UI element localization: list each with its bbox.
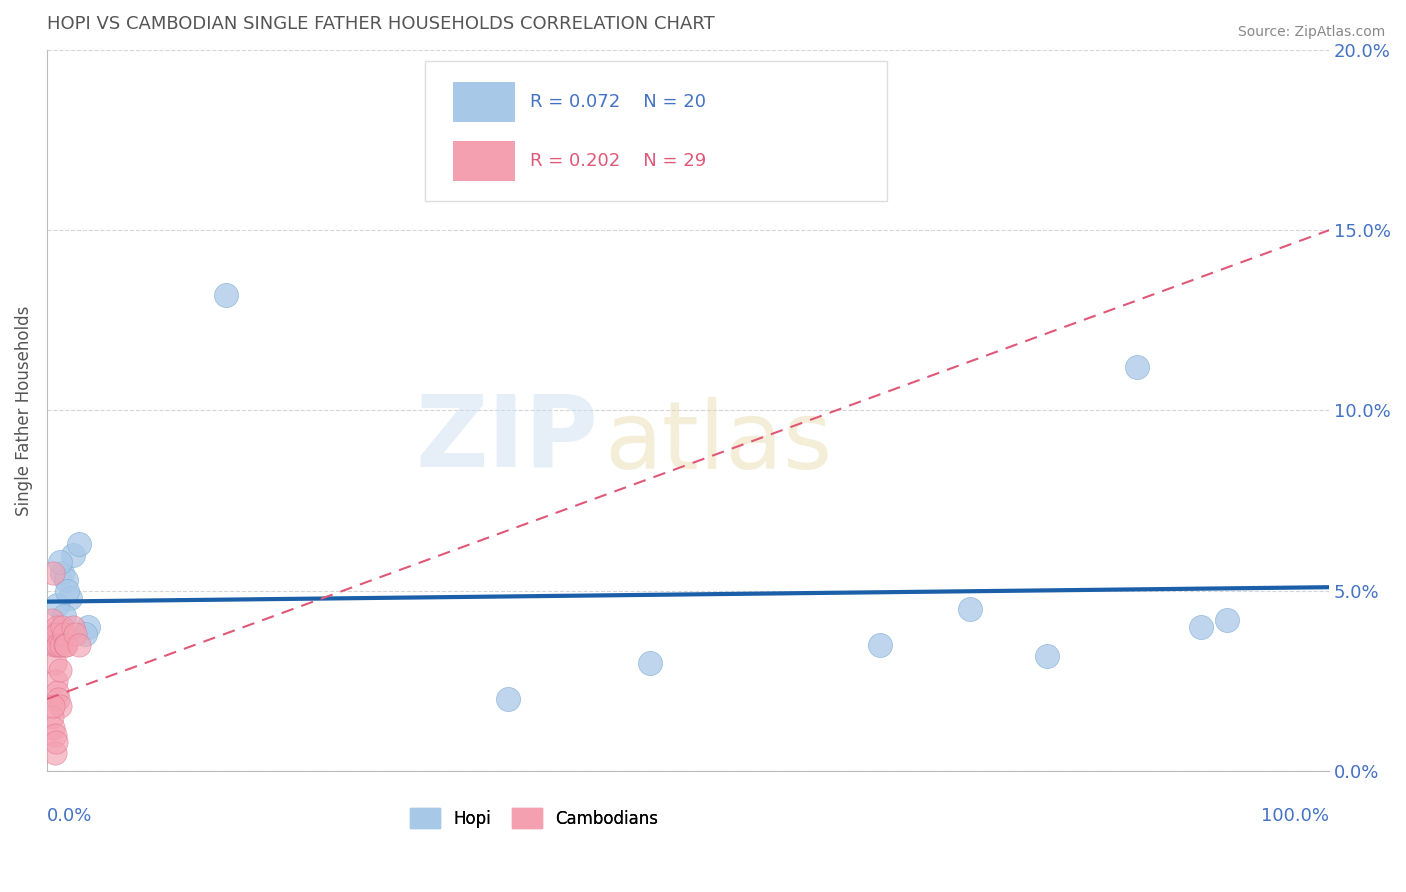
Point [41, 710, 63, 724]
Text: 100.0%: 100.0% [1261, 807, 1329, 825]
Point [67, 638, 90, 652]
Point [46, 685, 69, 699]
Point [46, 620, 69, 634]
Point [42, 721, 65, 735]
Point [498, 692, 520, 706]
Point [52, 627, 75, 641]
Point [62, 620, 84, 634]
Text: ZIP: ZIP [415, 391, 599, 488]
Point [63, 627, 86, 641]
Point [959, 602, 981, 616]
Point [45, 638, 67, 652]
Y-axis label: Single Father Households: Single Father Households [15, 305, 32, 516]
Point [638, 656, 661, 670]
Point [51, 620, 73, 634]
Point [41, 613, 63, 627]
Point [55, 638, 77, 652]
Point [1189, 620, 1212, 634]
Point [39, 627, 62, 641]
Point [45, 735, 67, 749]
Point [48, 699, 70, 714]
Point [44, 627, 66, 641]
Text: HOPI VS CAMBODIAN SINGLE FATHER HOUSEHOLDS CORRELATION CHART: HOPI VS CAMBODIAN SINGLE FATHER HOUSEHOL… [46, 15, 714, 33]
Point [48, 663, 70, 677]
Text: atlas: atlas [605, 397, 832, 489]
Point [77, 620, 100, 634]
Point [42, 566, 65, 580]
Point [42, 638, 65, 652]
Point [869, 638, 891, 652]
Point [42, 699, 65, 714]
Point [49, 638, 72, 652]
Point [48, 555, 70, 569]
Text: 0.0%: 0.0% [46, 807, 93, 825]
Point [51, 566, 73, 580]
Point [44, 656, 66, 670]
Legend: Hopi, Cambodians: Hopi, Cambodians [411, 808, 658, 828]
Point [75, 627, 97, 641]
Point [48, 692, 70, 706]
Text: Source: ZipAtlas.com: Source: ZipAtlas.com [1237, 25, 1385, 39]
Point [67, 537, 90, 551]
Point [59, 591, 82, 605]
Point [44, 746, 66, 760]
Text: R = 0.202    N = 29: R = 0.202 N = 29 [530, 152, 707, 169]
Point [46, 599, 69, 613]
Point [46, 627, 69, 641]
Point [53, 638, 76, 652]
Point [56, 583, 79, 598]
Point [44, 728, 66, 742]
Text: R = 0.072    N = 20: R = 0.072 N = 20 [530, 93, 706, 111]
Point [45, 673, 67, 688]
FancyBboxPatch shape [425, 61, 887, 202]
FancyBboxPatch shape [453, 142, 515, 181]
Point [48, 638, 70, 652]
Point [62, 548, 84, 562]
Point [1036, 648, 1059, 663]
Point [215, 288, 238, 302]
Point [1215, 613, 1237, 627]
Point [55, 573, 77, 587]
Point [1126, 360, 1149, 375]
Point [52, 609, 75, 624]
FancyBboxPatch shape [453, 82, 515, 122]
